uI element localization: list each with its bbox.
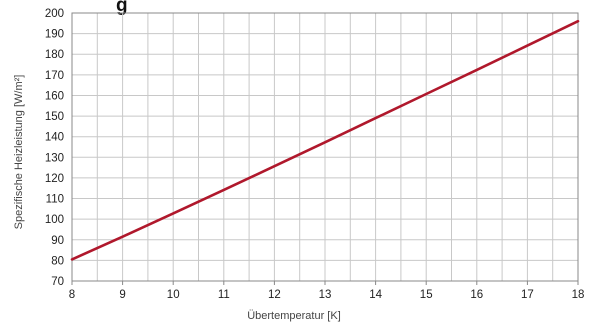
- y-tick-label: 200: [45, 8, 64, 20]
- y-tick-label: 150: [45, 111, 64, 123]
- y-tick-label: 100: [45, 214, 64, 226]
- y-tick-label: 120: [45, 173, 64, 185]
- y-tick-label: 70: [51, 276, 64, 288]
- y-tick-label: 130: [45, 152, 64, 164]
- y-tick-label: 90: [51, 235, 64, 247]
- x-tick-label: 13: [319, 289, 332, 301]
- y-tick-label: 190: [45, 29, 64, 41]
- x-tick-label: 15: [420, 289, 433, 301]
- y-tick-label: 160: [45, 90, 64, 102]
- y-tick-labels: 70 80 90 100 110 120 130 140 150 160 170 180 190 200: [45, 8, 64, 288]
- y-tick-label: 80: [51, 255, 64, 267]
- y-axis-label: Spezifische Heizleistung [W/m²]: [13, 75, 25, 230]
- y-tick-label: 170: [45, 70, 64, 82]
- y-tick-label: 110: [46, 194, 64, 206]
- x-tick-label: 10: [167, 289, 180, 301]
- x-tick-label: 18: [572, 289, 585, 301]
- x-tick-label: 14: [369, 289, 382, 301]
- y-tick-label: 140: [45, 132, 64, 144]
- grid: [72, 13, 578, 281]
- x-tick-label: 8: [69, 289, 75, 301]
- x-tick-label: 9: [119, 289, 125, 301]
- y-tick-label: 180: [45, 49, 64, 61]
- x-tick-label: 12: [268, 289, 281, 301]
- x-tick-label: 17: [521, 289, 534, 301]
- x-tick-label: 16: [470, 289, 483, 301]
- x-axis-label: Übertemperatur [K]: [247, 310, 341, 322]
- chart-title-fragment: g: [116, 0, 128, 16]
- x-tick-label: 11: [218, 289, 230, 301]
- x-tick-labels: 8 9 10 11 12 13 14 15 16 17 18: [69, 289, 585, 301]
